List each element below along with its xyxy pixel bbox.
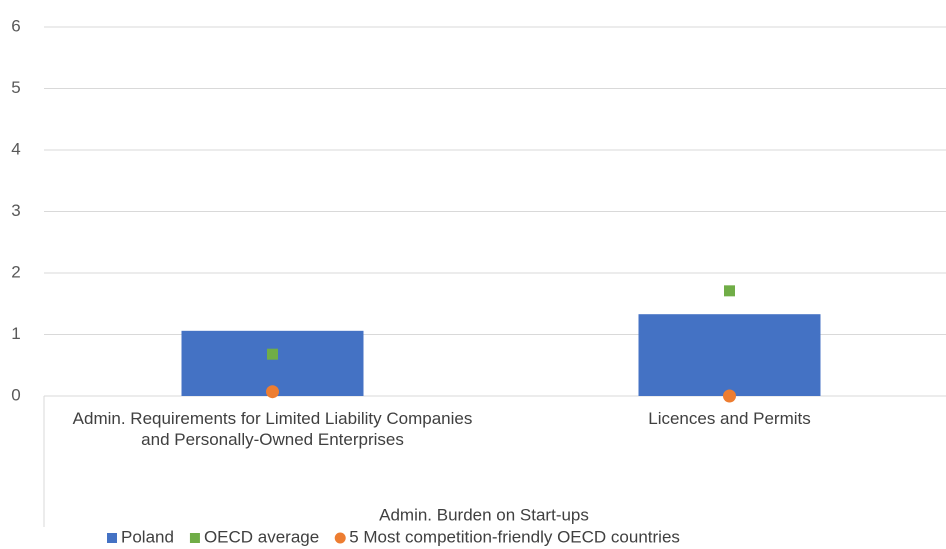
x-tick-label: Licences and Permits	[648, 409, 811, 428]
x-tick-label-box: Licences and Permits	[648, 409, 811, 428]
y-tick-label: 2	[11, 262, 20, 281]
bar	[181, 330, 364, 396]
y-tick-label: 6	[11, 16, 20, 35]
legend-swatch	[334, 532, 346, 544]
legend-label: OECD average	[204, 527, 319, 546]
x-tick-label-box: Admin. Requirements for Limited Liabilit…	[72, 409, 473, 449]
x-tick-label: Admin. Requirements for Limited Liabilit…	[72, 409, 473, 449]
legend-swatch	[107, 533, 117, 543]
square-marker	[724, 285, 735, 297]
legend-label: Poland	[121, 527, 174, 546]
circle-marker	[266, 385, 279, 399]
y-tick-label: 0	[11, 385, 20, 404]
y-tick-label: 1	[11, 324, 20, 343]
y-tick-label: 5	[11, 78, 20, 97]
legend-label: 5 Most competition-friendly OECD countri…	[349, 527, 680, 546]
circle-marker	[723, 389, 736, 403]
square-marker	[267, 348, 278, 360]
x-group-label: Admin. Burden on Start-ups	[379, 505, 589, 524]
y-tick-label: 3	[11, 201, 20, 220]
legend-swatch	[189, 533, 200, 543]
y-tick-label: 4	[11, 139, 20, 158]
bar	[638, 314, 821, 396]
